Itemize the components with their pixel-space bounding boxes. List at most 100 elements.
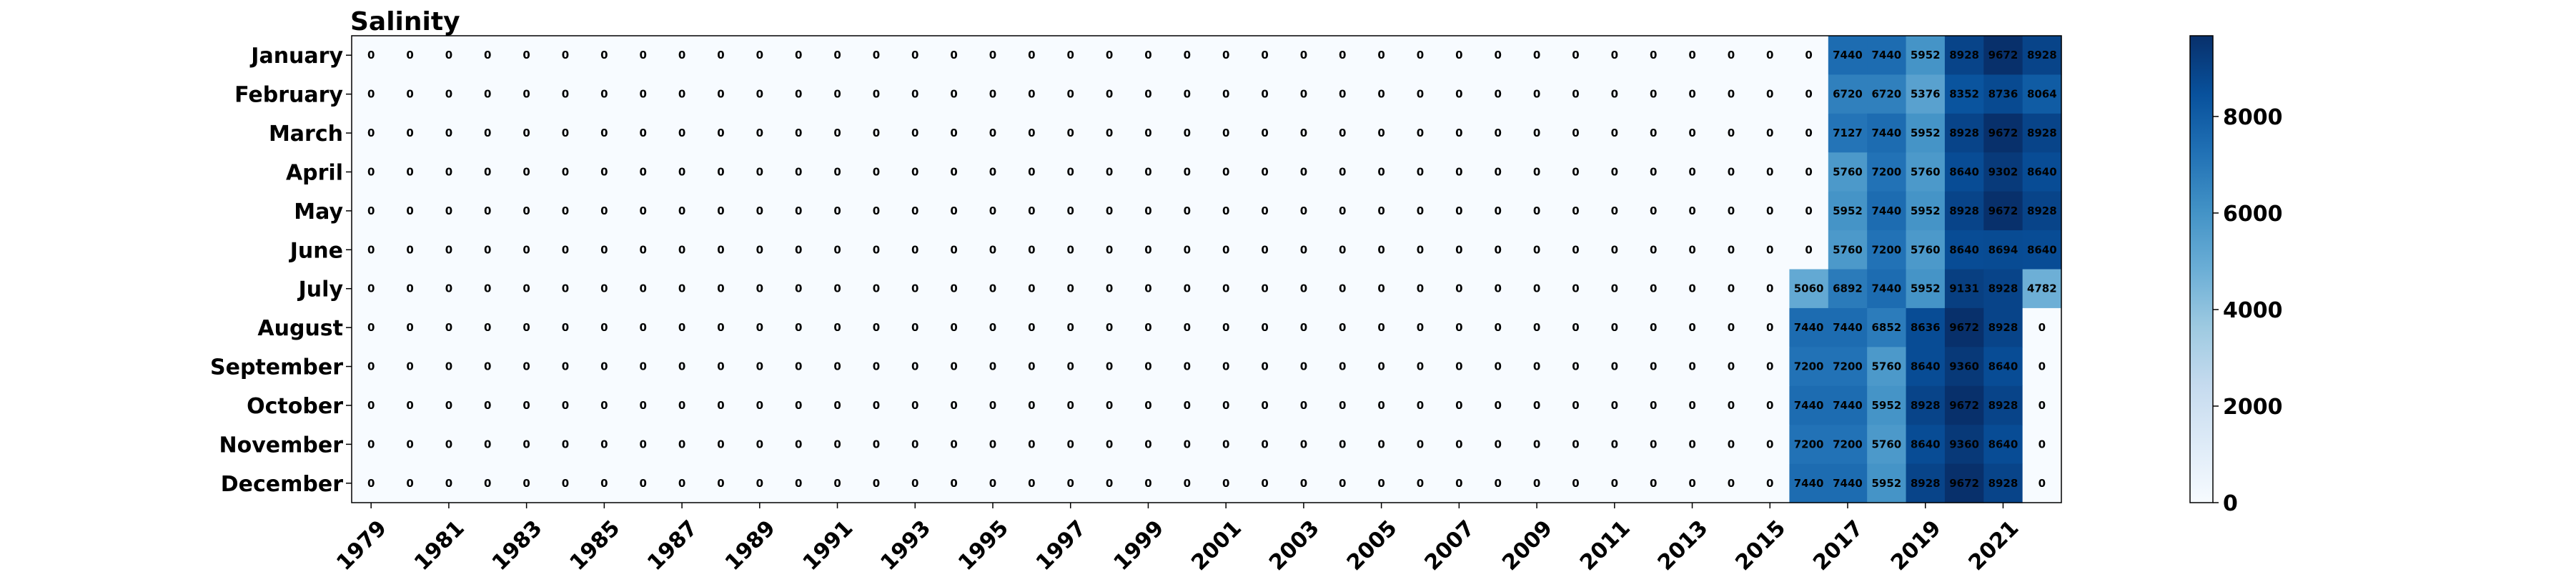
heatmap-cell <box>545 191 585 231</box>
heatmap-cell <box>1362 230 1402 270</box>
heatmap-cell-value: 0 <box>1184 243 1191 256</box>
heatmap-cell <box>1323 269 1363 309</box>
heatmap-cell-value: 0 <box>1067 399 1074 412</box>
heatmap-cell-value: 0 <box>1417 399 1424 412</box>
heatmap-cell <box>1711 347 1751 387</box>
heatmap-cell-value: 8640 <box>2027 243 2057 256</box>
heatmap-cell <box>2022 347 2062 387</box>
heatmap-cell <box>779 230 818 270</box>
heatmap-cell-value: 8928 <box>1949 127 1979 139</box>
heatmap-cell-value: 0 <box>1106 282 1113 295</box>
heatmap-cell-value: 0 <box>1611 477 1618 490</box>
heatmap-cell <box>468 113 508 153</box>
heatmap-cell <box>1867 230 1907 270</box>
heatmap-cell <box>545 230 585 270</box>
heatmap-cell-value: 0 <box>562 282 569 295</box>
heatmap-cell-value: 0 <box>640 243 647 256</box>
heatmap-cell <box>1440 191 1480 231</box>
heatmap-cell <box>390 74 430 114</box>
heatmap-cell-value: 5760 <box>1871 360 1901 373</box>
heatmap-cell-value: 0 <box>1688 127 1695 139</box>
x-axis-year-label: 2015 <box>1730 516 1790 572</box>
heatmap-cell-value: 0 <box>1261 360 1268 373</box>
heatmap-cell-value: 0 <box>1339 282 1346 295</box>
heatmap-cell-value: 0 <box>950 49 957 61</box>
heatmap-cell <box>1556 385 1596 425</box>
heatmap-cell <box>1634 191 1673 231</box>
heatmap-cell <box>1906 347 1946 387</box>
heatmap-cell <box>352 385 391 425</box>
heatmap-cell-value: 0 <box>2038 438 2046 450</box>
heatmap-cell-value: 0 <box>1067 321 1074 334</box>
heatmap-cell <box>934 113 974 153</box>
heatmap-cell-value: 0 <box>367 399 375 412</box>
heatmap-cell-value: 0 <box>795 399 802 412</box>
heatmap-cell-value: 0 <box>989 165 996 178</box>
heatmap-cell-value: 5760 <box>1871 438 1901 450</box>
heatmap-cell-value: 0 <box>522 282 530 295</box>
heatmap-cell <box>818 191 858 231</box>
heatmap-cell <box>1207 152 1246 192</box>
heatmap-cell <box>701 36 741 76</box>
heatmap-cell <box>1012 74 1052 114</box>
heatmap-cell <box>468 230 508 270</box>
heatmap-cell <box>545 74 585 114</box>
heatmap-cell <box>856 191 896 231</box>
heatmap-cell-value: 0 <box>1611 282 1618 295</box>
heatmap-cell-value: 0 <box>562 321 569 334</box>
y-axis-month-label: April <box>286 160 343 185</box>
heatmap-cell <box>1789 36 1829 76</box>
heatmap-cell-value: 0 <box>1028 438 1035 450</box>
heatmap-cells <box>352 36 2062 503</box>
heatmap-cell-value: 0 <box>1417 88 1424 101</box>
heatmap-cell <box>973 347 1013 387</box>
heatmap-cell <box>1012 36 1052 76</box>
heatmap-cell-value: 0 <box>1650 204 1657 217</box>
heatmap-cell-value: 0 <box>873 360 880 373</box>
heatmap-cell <box>1983 74 2023 114</box>
heatmap-cell-value: 0 <box>406 243 413 256</box>
heatmap-cell <box>740 463 780 503</box>
heatmap-cell <box>429 347 469 387</box>
heatmap-cell-value: 0 <box>950 243 957 256</box>
heatmap-cell-value: 0 <box>445 321 452 334</box>
heatmap-cell-value: 0 <box>717 399 724 412</box>
heatmap-cell <box>662 385 702 425</box>
heatmap-cell-value: 0 <box>1728 438 1735 450</box>
heatmap-cell-value: 0 <box>1728 243 1735 256</box>
heatmap-cell <box>623 463 663 503</box>
heatmap-cell <box>1129 269 1169 309</box>
heatmap-cell-value: 0 <box>1222 88 1229 101</box>
heatmap-cell-value: 0 <box>562 438 569 450</box>
heatmap-cell <box>2022 463 2062 503</box>
heatmap-cell <box>1595 74 1635 114</box>
heatmap-cell-value: 0 <box>1067 243 1074 256</box>
heatmap-cell <box>1012 191 1052 231</box>
heatmap-cell-value: 0 <box>1455 204 1462 217</box>
heatmap-cell <box>390 425 430 465</box>
heatmap-cell <box>1207 191 1246 231</box>
heatmap-cell <box>1517 425 1557 465</box>
heatmap-cell <box>1478 113 1518 153</box>
heatmap-cell-value: 9302 <box>1988 165 2018 178</box>
heatmap-cell <box>856 385 896 425</box>
heatmap-cell-value: 0 <box>989 243 996 256</box>
heatmap-cell-value: 0 <box>1728 321 1735 334</box>
x-axis-year-label: 2005 <box>1342 516 1402 572</box>
heatmap-cell-value: 0 <box>1222 165 1229 178</box>
heatmap-cell-value: 0 <box>600 321 608 334</box>
heatmap-cell-value: 0 <box>1377 204 1384 217</box>
heatmap-cell-value: 0 <box>1106 399 1113 412</box>
y-axis-month-label: July <box>297 277 344 302</box>
heatmap-cell <box>585 307 625 347</box>
heatmap-cell <box>1167 152 1207 192</box>
heatmap-cell <box>585 463 625 503</box>
heatmap-cell <box>1556 347 1596 387</box>
heatmap-cell <box>623 425 663 465</box>
heatmap-cell <box>1906 269 1946 309</box>
heatmap-cell <box>468 269 508 309</box>
heatmap-cell <box>1517 230 1557 270</box>
heatmap-cell <box>1983 307 2023 347</box>
heatmap-cell <box>1400 425 1440 465</box>
heatmap-cell <box>1245 269 1285 309</box>
